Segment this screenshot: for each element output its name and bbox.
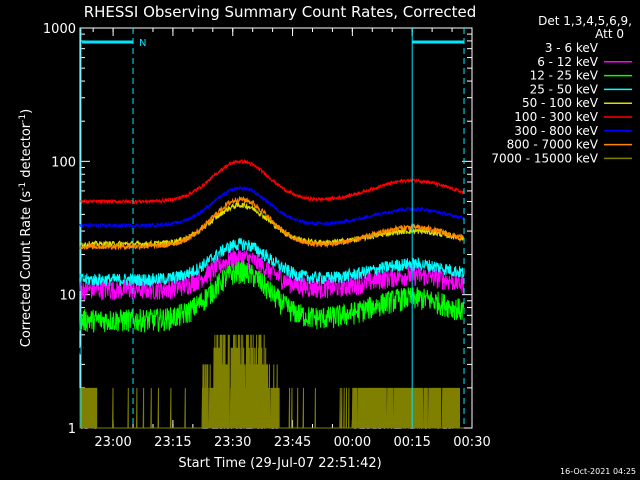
- x-tick-label: 00:15: [393, 435, 430, 450]
- y-tick-label: 10: [59, 289, 76, 304]
- x-tick-label: 23:00: [94, 435, 131, 450]
- legend-entry-label: 7000 - 15000 keV: [491, 151, 598, 165]
- y-axis-label-part-2: detector: [19, 122, 34, 182]
- x-tick-label: 00:30: [453, 435, 490, 450]
- legend-entry-label: 300 - 800 keV: [514, 124, 598, 138]
- series-line: [79, 237, 465, 288]
- x-tick-label: 23:15: [154, 435, 191, 450]
- legend-entry-label: 25 - 50 keV: [530, 82, 599, 96]
- legend-entry-label: 100 - 300 keV: [514, 110, 598, 124]
- y-axis-label-sup-2: -1: [18, 114, 28, 123]
- series-line: [79, 196, 465, 251]
- x-axis-label: Start Time (29-Jul-07 22:51:42): [178, 456, 381, 471]
- y-tick-label: 100: [51, 155, 76, 170]
- x-tick-label: 00:00: [334, 435, 371, 450]
- y-tick-label: 1: [68, 422, 76, 437]
- series-7000-15000-keV: [79, 334, 464, 429]
- series-6-12-keV: [79, 248, 465, 301]
- series-line-shadow: [79, 271, 465, 361]
- y-tick-label: 1000: [43, 22, 76, 37]
- series-25-50-keV: [79, 237, 465, 288]
- series-line: [79, 185, 465, 230]
- chart-title: RHESSI Observing Summary Count Rates, Co…: [84, 3, 477, 21]
- x-tick-label: 23:45: [274, 435, 311, 450]
- series-line: [79, 334, 464, 429]
- footer-timestamp: 16-Oct-2021 04:25: [560, 467, 636, 476]
- series-12-25-keV: [79, 259, 465, 333]
- y-axis-label-part-1: Corrected Count Rate (s: [19, 191, 34, 348]
- series-layer: [79, 158, 465, 429]
- series-line: [79, 158, 465, 206]
- series-line: [79, 248, 465, 301]
- series-300-800-keV: [79, 185, 465, 230]
- x-tick-label: 23:30: [214, 435, 251, 450]
- legend-entry-label: 3 - 6 keV: [545, 41, 599, 55]
- legend-entry-label: 50 - 100 keV: [522, 96, 599, 110]
- legend-entry-label: 12 - 25 keV: [530, 69, 599, 83]
- y-axis-label-sup-1: -1: [18, 182, 28, 191]
- orbit-overlay: N: [80, 28, 465, 428]
- series-line: [79, 259, 465, 333]
- y-axis-label-part-3: ): [19, 109, 34, 114]
- legend-entry-label: 800 - 7000 keV: [507, 138, 599, 152]
- night-marker-label: N: [139, 38, 146, 49]
- legend-entry-label: 6 - 12 keV: [537, 55, 599, 69]
- legend-header-line2: Att 0: [595, 27, 624, 41]
- series-3-6-keV: [79, 271, 465, 361]
- series-800-7000-keV: [79, 196, 465, 251]
- y-axis-label: Corrected Count Rate (s-1 detector-1): [18, 109, 34, 347]
- legend-header-line1: Det 1,3,4,5,6,9,: [538, 14, 632, 28]
- series-100-300-keV: [79, 158, 465, 206]
